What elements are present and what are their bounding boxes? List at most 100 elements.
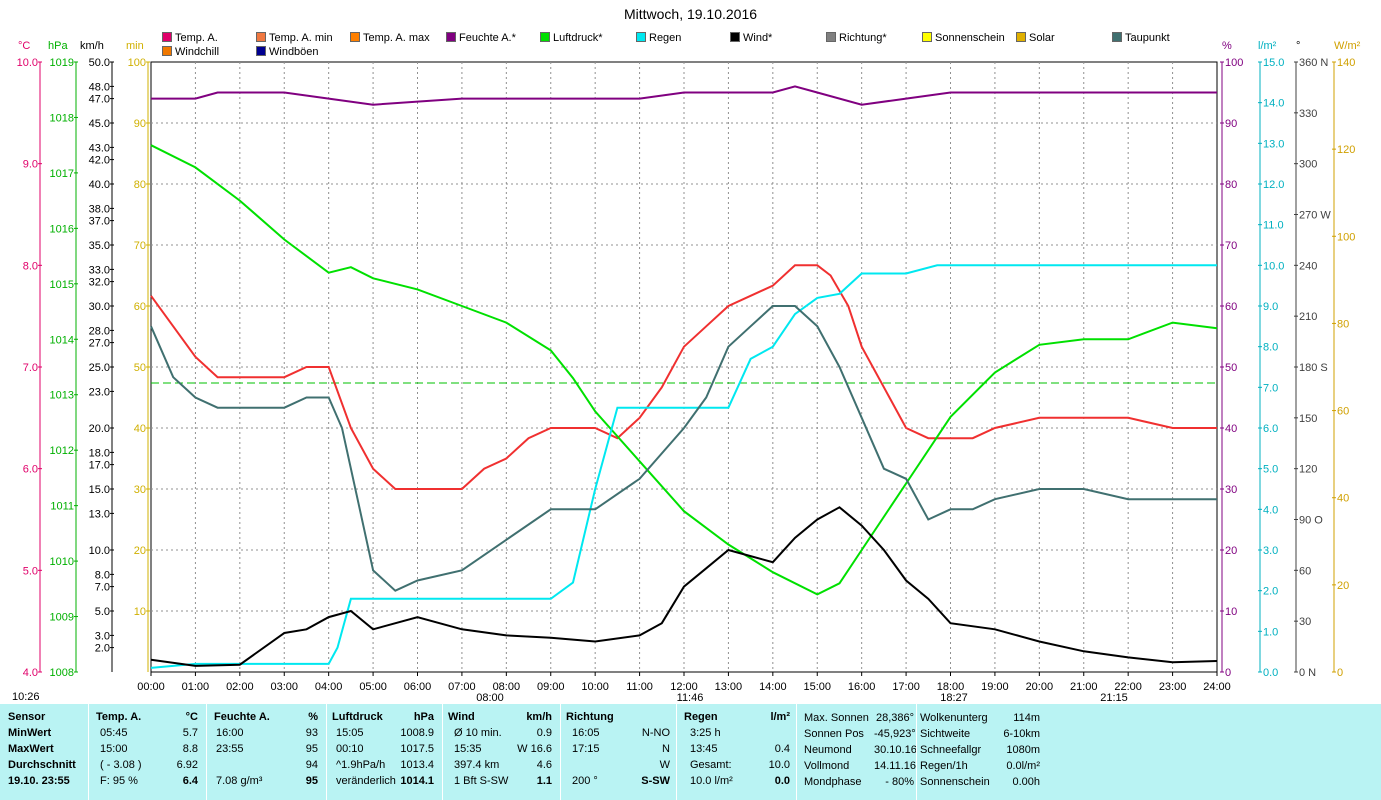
dir-value: N (662, 743, 670, 755)
pct-axis-tick: 0 (1225, 667, 1231, 679)
deg-axis-tick: 150 (1299, 413, 1317, 425)
legend-swatch (162, 46, 172, 56)
temp-value: 6.92 (176, 759, 198, 771)
hdr-hum-unit: % (308, 711, 318, 723)
kmh-axis-tick: 10.0 (89, 545, 110, 557)
legend-label: Taupunkt (1125, 32, 1170, 44)
legend-item: Taupunkt (1112, 32, 1170, 44)
weather-value: 0.00h (1012, 776, 1040, 788)
temp-axis-tick: 10.0 (17, 57, 38, 69)
hum-value: 95 (305, 775, 318, 787)
deg-axis-tick: 240 (1299, 260, 1317, 272)
kmh-axis-tick: 7.0 (95, 582, 110, 594)
kmh-axis-tick: 8.0 (95, 569, 110, 581)
legend-swatch (826, 32, 836, 42)
temp-time: F: 95 % (100, 775, 138, 787)
x-tick-label: 20:00 (1026, 681, 1054, 693)
lm2-axis-tick: 8.0 (1263, 342, 1278, 354)
series-line (150, 264, 1217, 490)
temp-time: 05:45 (100, 727, 128, 739)
wm2-axis-tick: 40 (1337, 493, 1349, 505)
deg-axis-tick: 120 (1299, 464, 1317, 476)
legend-label: Temp. A. (175, 32, 218, 44)
kmh-axis-tick: 35.0 (89, 240, 110, 252)
kmh-axis-tick: 50.0 (89, 57, 110, 69)
legend-item: Temp. A. max (350, 32, 430, 44)
pct-axis-tick: 80 (1225, 179, 1237, 191)
kmh-axis-tick: 25.0 (89, 362, 110, 374)
hum-time: 16:00 (216, 727, 244, 739)
legend-item: Windchill (162, 46, 219, 58)
hum-time: 7.08 g/m³ (216, 775, 263, 787)
hpa-axis-tick: 1014 (50, 334, 74, 346)
kmh-axis-tick: 3.0 (95, 630, 110, 642)
press-value: 1014.1 (400, 775, 434, 787)
weather-value: 1080m (1006, 744, 1040, 756)
min-axis-tick: 20 (134, 545, 146, 557)
press-value: 1017.5 (400, 743, 434, 755)
kmh-axis-tick: 37.0 (89, 216, 110, 228)
hpa-axis-tick: 1016 (50, 223, 74, 235)
temp-time: ( - 3.08 ) (100, 759, 142, 771)
kmh-axis-tick: 30.0 (89, 301, 110, 313)
kmh-axis-tick: 38.0 (89, 203, 110, 215)
deg-axis-tick: 210 (1299, 311, 1317, 323)
legend-item: Solar (1016, 32, 1055, 44)
hpa-axis-tick: 1018 (50, 112, 74, 124)
x-tick-label: 18:00 (937, 681, 965, 693)
kmh-axis-tick: 23.0 (89, 386, 110, 398)
press-value: 1008.9 (400, 727, 434, 739)
lm2-axis-tick: 4.0 (1263, 504, 1278, 516)
lm2-axis-tick: 1.0 (1263, 626, 1278, 638)
x-tick-label: 15:00 (803, 681, 831, 693)
marker-noon: 11:46 (677, 692, 704, 704)
legend-label: Temp. A. min (269, 32, 333, 44)
pct-axis-tick: 30 (1225, 484, 1237, 496)
weather-key: Regen/1h (920, 760, 968, 772)
legend-label: Wind* (743, 32, 773, 44)
unit-celsius: °C (18, 40, 31, 52)
x-tick-label: 19:00 (981, 681, 1009, 693)
lm2-axis-tick: 6.0 (1263, 423, 1278, 435)
unit-percent: % (1222, 40, 1232, 52)
kmh-axis-tick: 40.0 (89, 179, 110, 191)
kmh-axis-tick: 27.0 (89, 338, 110, 350)
kmh-axis-tick: 15.0 (89, 484, 110, 496)
column-divider (206, 704, 207, 800)
row-label: 19.10. 23:55 (8, 775, 70, 787)
deg-axis-tick: 60 (1299, 565, 1311, 577)
kmh-axis-tick: 17.0 (89, 460, 110, 472)
dir-time: 200 ° (572, 775, 598, 787)
deg-axis-tick: 0 N (1299, 667, 1316, 679)
x-tick-label: 16:00 (848, 681, 876, 693)
kmh-axis-tick: 2.0 (95, 643, 110, 655)
column-divider (796, 704, 797, 800)
x-tick-label: 13:00 (715, 681, 743, 693)
hum-value: 95 (305, 743, 318, 755)
lm2-axis-tick: 7.0 (1263, 382, 1278, 394)
x-tick-label: 05:00 (359, 681, 387, 693)
wm2-axis-tick: 60 (1337, 406, 1349, 418)
astro-key: Max. Sonnen (804, 712, 869, 724)
column-divider (560, 704, 561, 800)
temp-axis-tick: 7.0 (23, 362, 38, 374)
wm2-axis-tick: 120 (1337, 144, 1355, 156)
pct-axis-tick: 50 (1225, 362, 1237, 374)
kmh-axis-tick: 42.0 (89, 155, 110, 167)
astro-value: 14.11.16 (874, 760, 917, 772)
press-time: 00:10 (336, 743, 364, 755)
column-divider (676, 704, 677, 800)
kmh-axis-tick: 43.0 (89, 142, 110, 154)
kmh-axis-tick: 47.0 (89, 94, 110, 106)
unit-hpa: hPa (48, 40, 68, 52)
kmh-axis-tick: 32.0 (89, 277, 110, 289)
legend-label: Windböen (269, 46, 319, 58)
astro-value: 30.10.16 (874, 744, 917, 756)
temp-value: 5.7 (182, 727, 198, 739)
unit-degree: ° (1296, 40, 1301, 52)
series-line (150, 144, 1218, 596)
x-tick-label: 21:00 (1070, 681, 1098, 693)
temp-time: 15:00 (100, 743, 128, 755)
series-line (151, 85, 1217, 106)
lm2-axis-tick: 9.0 (1263, 301, 1278, 313)
